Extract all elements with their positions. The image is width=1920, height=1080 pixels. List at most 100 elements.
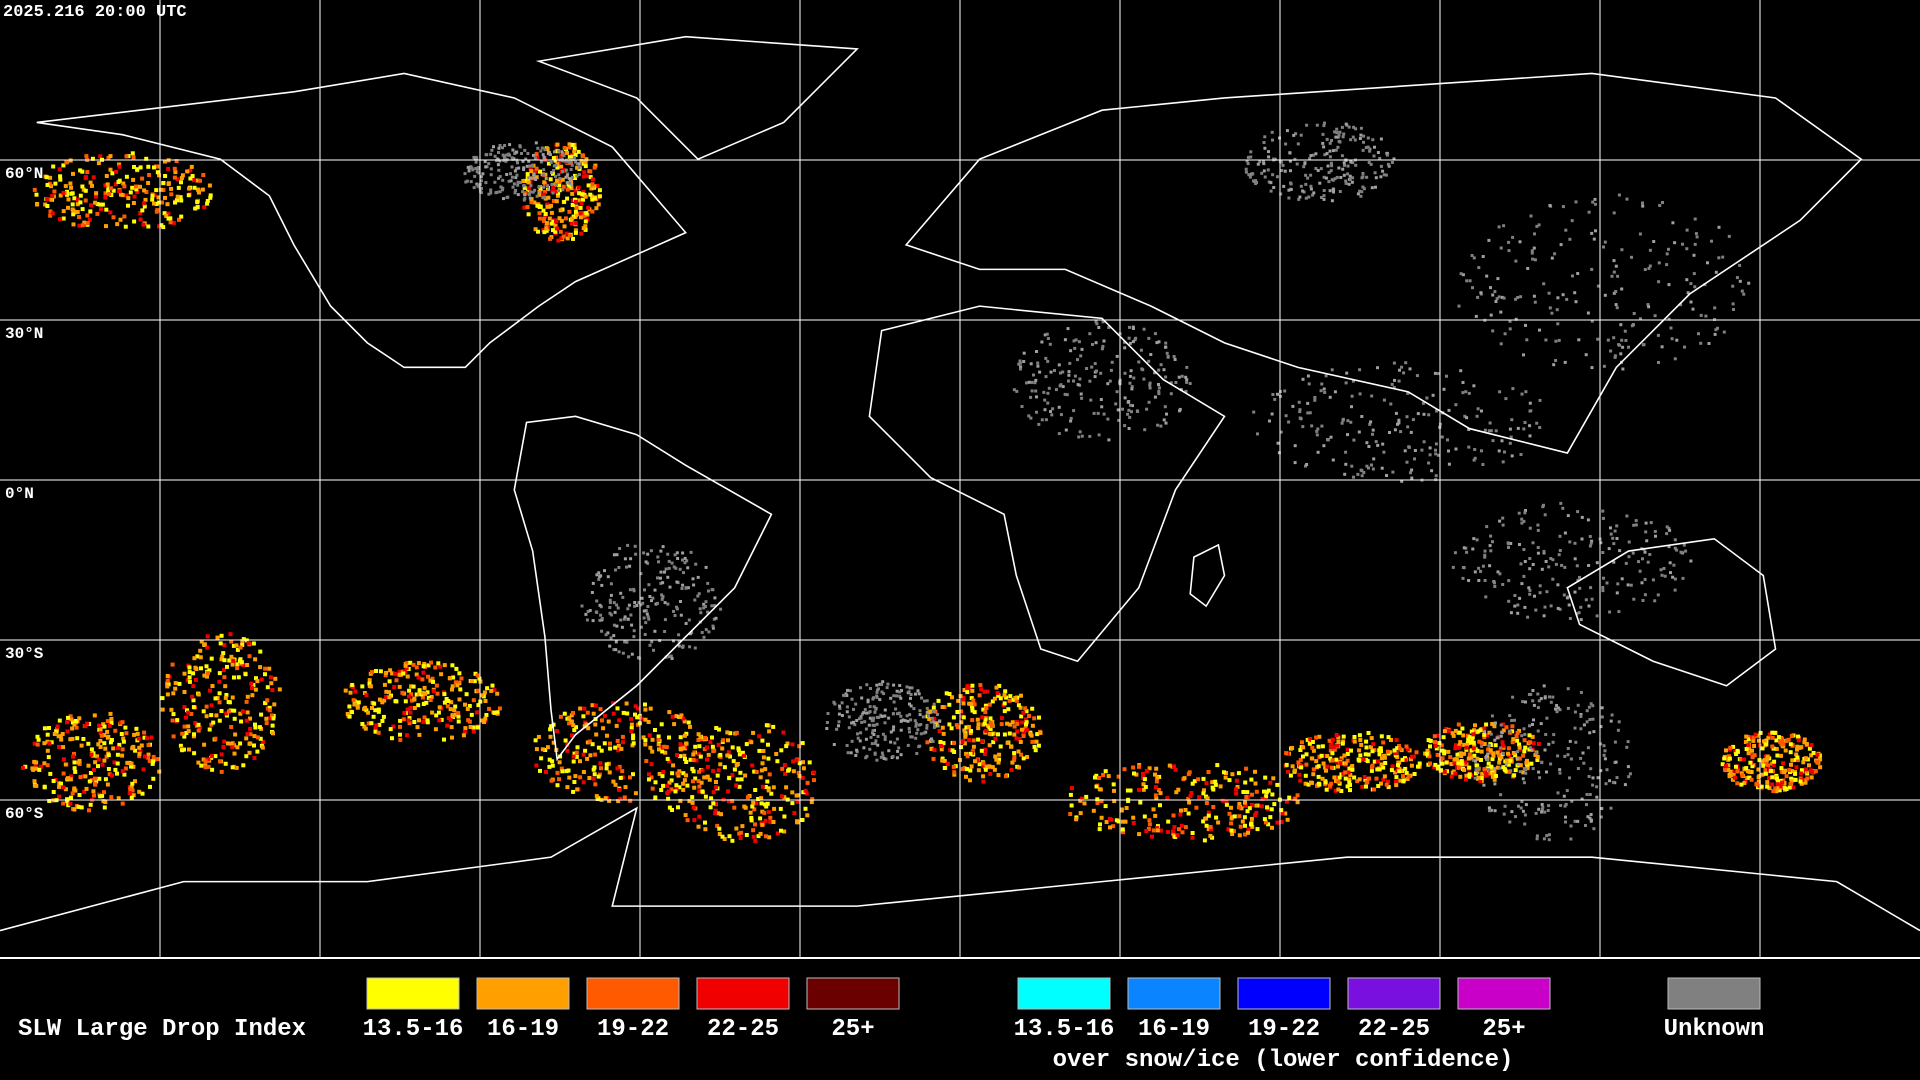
cloud-pixel — [1508, 820, 1512, 824]
cloud-pixel — [1369, 420, 1373, 424]
cloud-pixel — [1523, 560, 1527, 563]
cloud-pixel — [1365, 441, 1369, 445]
cloud-pixel — [1162, 368, 1166, 372]
cloud-pixel — [570, 733, 574, 738]
cloud-pixel — [134, 187, 139, 192]
cloud-pixel — [1400, 757, 1405, 762]
cloud-pixel — [585, 710, 590, 715]
cloud-pixel — [244, 699, 249, 704]
cloud-pixel — [1376, 784, 1381, 788]
cloud-pixel — [854, 754, 858, 757]
cloud-pixel — [612, 623, 616, 627]
cloud-pixel — [550, 763, 555, 768]
cloud-pixel — [147, 758, 152, 763]
cloud-pixel — [510, 175, 514, 179]
cloud-pixel — [1511, 235, 1515, 239]
cloud-pixel — [1520, 582, 1524, 586]
cloud-pixel — [1610, 274, 1614, 278]
cloud-pixel — [745, 795, 750, 800]
cloud-pixel — [1573, 710, 1577, 714]
cloud-pixel — [1547, 838, 1551, 842]
cloud-pixel — [1779, 753, 1783, 758]
cloud-pixel — [232, 675, 236, 680]
cloud-pixel — [1744, 734, 1749, 739]
cloud-pixel — [570, 163, 574, 167]
cloud-pixel — [1309, 154, 1313, 158]
cloud-pixel — [699, 737, 704, 742]
cloud-pixel — [1141, 782, 1146, 787]
cloud-pixel — [142, 754, 147, 759]
cloud-pixel — [927, 714, 930, 718]
cloud-pixel — [70, 726, 75, 731]
cloud-pixel — [1508, 714, 1512, 718]
cloud-pixel — [767, 729, 772, 734]
cloud-pixel — [705, 764, 710, 769]
cloud-pixel — [1339, 789, 1344, 793]
cloud-pixel — [1590, 597, 1594, 601]
cloud-pixel — [1462, 546, 1466, 550]
cloud-pixel — [1434, 746, 1439, 751]
cloud-pixel — [1343, 472, 1347, 476]
cloud-pixel — [758, 816, 763, 821]
cloud-pixel — [76, 804, 81, 809]
cloud-pixel — [166, 216, 171, 221]
cloud-pixel — [983, 767, 988, 772]
cloud-pixel — [1657, 261, 1661, 265]
cloud-pixel — [1315, 783, 1319, 788]
cloud-pixel — [544, 770, 548, 774]
cloud-pixel — [586, 726, 591, 731]
cloud-pixel — [1413, 449, 1417, 452]
cloud-pixel — [143, 197, 148, 202]
cloud-pixel — [548, 236, 553, 241]
cloud-pixel — [573, 221, 578, 226]
cloud-pixel — [1351, 379, 1355, 383]
cloud-pixel — [1366, 145, 1370, 149]
cloud-pixel — [1016, 703, 1021, 708]
cloud-pixel — [705, 757, 709, 762]
cloud-pixel — [1562, 794, 1566, 798]
cloud-pixel — [909, 735, 913, 739]
cloud-pixel — [1602, 245, 1605, 249]
cloud-pixel — [1131, 765, 1136, 770]
cloud-pixel — [1763, 771, 1768, 776]
cloud-pixel — [602, 741, 607, 746]
cloud-pixel — [1187, 800, 1192, 805]
cloud-pixel — [268, 675, 273, 680]
cloud-pixel — [1689, 282, 1693, 286]
cloud-pixel — [1186, 772, 1191, 777]
cloud-pixel — [1153, 785, 1158, 790]
cloud-pixel — [1813, 769, 1818, 774]
cloud-pixel — [138, 184, 142, 189]
cloud-pixel — [1320, 382, 1324, 386]
cloud-pixel — [1287, 420, 1291, 424]
cloud-pixel — [1467, 752, 1472, 757]
cloud-pixel — [925, 723, 929, 727]
cloud-pixel — [1149, 353, 1153, 356]
cloud-pixel — [1040, 340, 1044, 344]
cloud-pixel — [1537, 699, 1541, 703]
cloud-pixel — [63, 762, 68, 767]
cloud-pixel — [171, 734, 176, 739]
cloud-pixel — [706, 610, 710, 614]
cloud-pixel — [623, 640, 627, 644]
cloud-pixel — [1484, 772, 1489, 777]
cloud-pixel — [126, 203, 130, 208]
cloud-pixel — [899, 714, 903, 718]
cloud-pixel — [1285, 129, 1289, 133]
cloud-pixel — [618, 547, 622, 550]
cloud-pixel — [909, 718, 913, 722]
cloud-pixel — [1392, 748, 1397, 753]
cloud-pixel — [1272, 802, 1277, 807]
cloud-pixel — [129, 795, 134, 800]
cloud-pixel — [748, 810, 753, 815]
cloud-pixel — [1599, 769, 1603, 773]
cloud-pixel — [751, 828, 756, 833]
cloud-pixel — [1638, 569, 1642, 573]
cloud-pixel — [1068, 361, 1072, 365]
cloud-pixel — [1789, 762, 1793, 767]
cloud-pixel — [45, 197, 50, 201]
cloud-pixel — [1067, 370, 1071, 374]
cloud-pixel — [1097, 433, 1101, 437]
cloud-pixel — [1551, 577, 1555, 581]
cloud-pixel — [1044, 375, 1048, 379]
